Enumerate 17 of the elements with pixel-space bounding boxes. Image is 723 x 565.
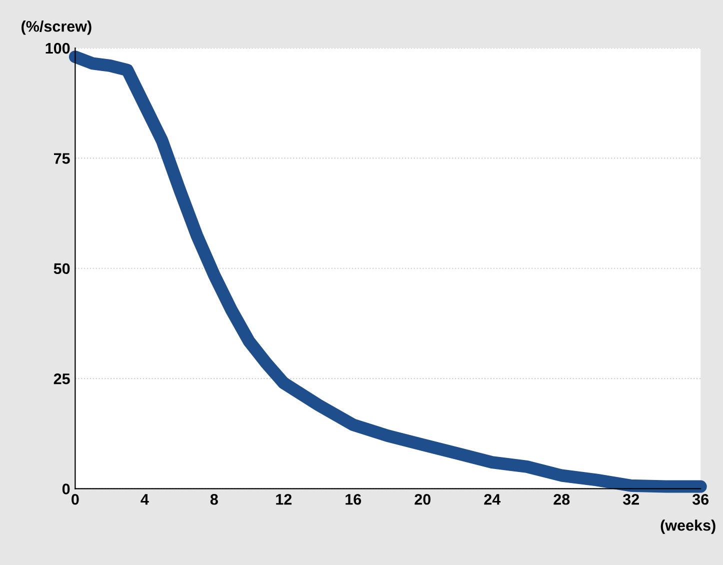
x-tick-label: 24 — [484, 494, 501, 505]
x-tick-label: 32 — [622, 494, 639, 505]
y-tick-label: 75 — [54, 153, 70, 164]
x-tick-label: 20 — [414, 494, 431, 505]
y-tick-label: 25 — [54, 373, 70, 384]
x-axis-title: (weeks) — [660, 520, 716, 534]
x-tick-label: 8 — [210, 494, 218, 505]
x-tick-label: 4 — [140, 494, 149, 505]
x-tick-label: 36 — [692, 494, 709, 505]
y-tick-label: 50 — [54, 263, 70, 274]
x-tick-label: 12 — [276, 494, 292, 505]
y-axis-title: (%/screw) — [22, 20, 92, 35]
x-tick-label: 16 — [346, 494, 362, 505]
x-tick-label: 28 — [554, 494, 570, 505]
x-tick-label: 0 — [72, 494, 79, 505]
y-tick-label: 100 — [46, 42, 70, 54]
y-tick-label: 0 — [62, 484, 70, 494]
